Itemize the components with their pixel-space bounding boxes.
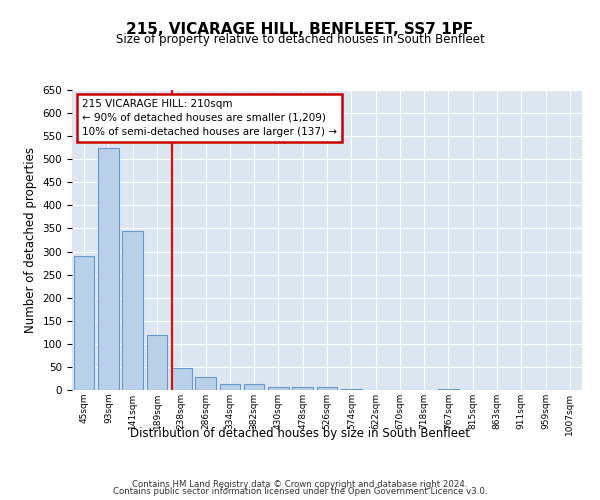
- Text: 215 VICARAGE HILL: 210sqm
← 90% of detached houses are smaller (1,209)
10% of se: 215 VICARAGE HILL: 210sqm ← 90% of detac…: [82, 99, 337, 137]
- Bar: [317, 387, 337, 390]
- Bar: [268, 387, 289, 390]
- Bar: [341, 389, 362, 390]
- Bar: [244, 384, 265, 390]
- Bar: [195, 377, 216, 390]
- Bar: [74, 256, 94, 390]
- Y-axis label: Number of detached properties: Number of detached properties: [24, 147, 37, 333]
- Text: Size of property relative to detached houses in South Benfleet: Size of property relative to detached ho…: [116, 32, 484, 46]
- Bar: [98, 148, 119, 390]
- Text: Distribution of detached houses by size in South Benfleet: Distribution of detached houses by size …: [130, 428, 470, 440]
- Bar: [220, 384, 240, 390]
- Text: 215, VICARAGE HILL, BENFLEET, SS7 1PF: 215, VICARAGE HILL, BENFLEET, SS7 1PF: [127, 22, 473, 38]
- Bar: [171, 368, 191, 390]
- Bar: [438, 389, 459, 390]
- Text: Contains public sector information licensed under the Open Government Licence v3: Contains public sector information licen…: [113, 488, 487, 496]
- Bar: [122, 231, 143, 390]
- Bar: [292, 387, 313, 390]
- Text: Contains HM Land Registry data © Crown copyright and database right 2024.: Contains HM Land Registry data © Crown c…: [132, 480, 468, 489]
- Bar: [146, 334, 167, 390]
